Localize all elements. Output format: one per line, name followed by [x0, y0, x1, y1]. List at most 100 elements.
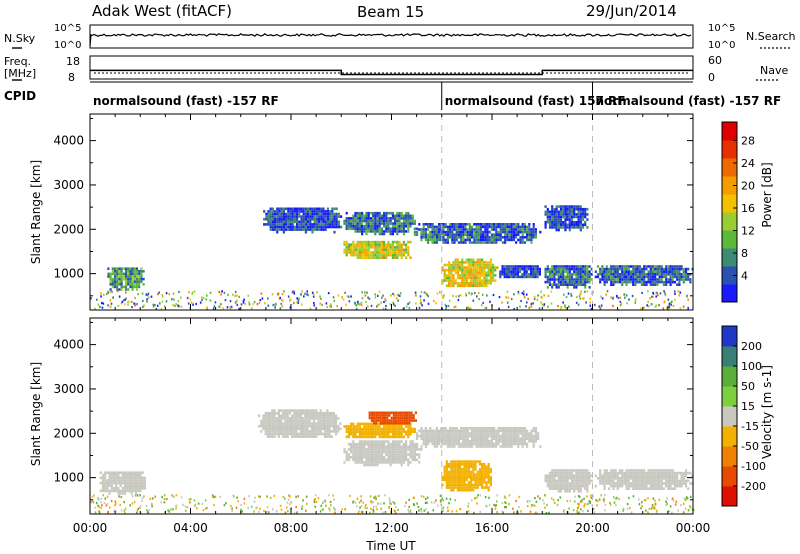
data-cell	[138, 272, 141, 276]
data-cell	[288, 424, 291, 428]
data-cell	[132, 471, 135, 474]
data-cell	[356, 450, 359, 454]
data-cell	[465, 486, 468, 489]
data-cell	[512, 230, 515, 234]
data-cell	[479, 241, 482, 244]
data-cell	[452, 460, 455, 463]
data-cell	[588, 482, 591, 485]
noise-cell	[160, 307, 163, 310]
data-cell	[367, 222, 370, 225]
noise-cell	[358, 303, 360, 306]
data-cell	[570, 273, 574, 276]
data-cell	[612, 267, 615, 271]
data-cell	[610, 265, 613, 268]
data-cell	[486, 427, 489, 430]
data-cell	[570, 471, 574, 475]
data-cell	[445, 478, 448, 482]
data-cell	[131, 283, 134, 286]
data-cell	[555, 487, 558, 490]
data-cell	[387, 248, 390, 252]
data-cell	[479, 432, 482, 435]
data-cell	[354, 435, 357, 439]
data-cell	[477, 233, 480, 236]
data-cell	[379, 416, 382, 420]
data-cell	[313, 419, 316, 423]
data-cell	[413, 227, 416, 231]
noise-cell	[453, 306, 456, 309]
data-cell	[373, 414, 376, 417]
data-cell	[376, 214, 379, 218]
data-cell	[680, 477, 683, 480]
data-cell	[405, 440, 408, 443]
data-cell	[381, 414, 384, 417]
data-cell	[508, 236, 511, 239]
data-cell	[322, 207, 325, 211]
noise-cell	[107, 290, 109, 293]
data-cell	[485, 468, 488, 471]
data-cell	[367, 246, 370, 249]
data-cell	[298, 220, 301, 224]
data-cell	[478, 470, 481, 474]
data-cell	[466, 432, 469, 435]
data-cell	[291, 430, 294, 433]
data-cell	[557, 265, 560, 268]
data-cell	[536, 265, 539, 268]
data-cell	[363, 435, 366, 439]
data-cell	[546, 215, 549, 219]
data-cell	[632, 471, 635, 475]
data-cell	[465, 470, 468, 474]
data-cell	[350, 246, 353, 249]
data-cell	[288, 427, 291, 431]
data-cell	[603, 283, 606, 286]
data-cell	[559, 484, 563, 488]
data-cell	[477, 223, 480, 226]
data-cell	[473, 236, 476, 239]
noise-cell	[467, 306, 469, 309]
data-cell	[504, 223, 507, 226]
data-cell	[376, 240, 379, 244]
data-cell	[495, 238, 498, 242]
noise-cell	[654, 507, 656, 510]
data-cell	[127, 270, 130, 273]
data-cell	[352, 214, 355, 218]
data-cell	[490, 429, 493, 433]
data-cell	[557, 220, 560, 224]
data-cell	[313, 411, 316, 415]
data-cell	[497, 432, 500, 435]
data-cell	[287, 220, 290, 224]
noise-cell	[165, 300, 168, 303]
data-cell	[481, 274, 484, 277]
data-cell	[457, 228, 460, 231]
data-cell	[676, 278, 679, 281]
noise-cell	[541, 296, 543, 299]
noise-cell	[128, 300, 130, 303]
data-cell	[367, 217, 370, 220]
noise-cell	[505, 501, 507, 505]
data-cell	[465, 281, 468, 285]
noise-cell	[341, 508, 343, 511]
data-cell	[369, 455, 372, 459]
noise-cell	[298, 297, 300, 300]
data-cell	[445, 481, 448, 484]
data-cell	[369, 450, 372, 454]
data-cell	[638, 469, 641, 472]
data-cell	[345, 222, 348, 225]
data-cell	[282, 220, 285, 224]
data-cell	[450, 268, 453, 272]
data-cell	[479, 434, 482, 438]
data-cell	[396, 219, 399, 223]
data-cell	[573, 270, 576, 273]
data-cell	[354, 211, 357, 215]
data-cell	[636, 487, 639, 490]
data-cell	[506, 445, 509, 448]
data-cell	[570, 210, 574, 214]
freq-unit-label: [MHz]	[4, 67, 36, 80]
data-cell	[396, 430, 399, 433]
noise-cell	[214, 301, 217, 304]
data-cell	[433, 445, 436, 448]
data-cell	[280, 225, 283, 229]
data-cell	[271, 215, 274, 218]
data-cell	[409, 219, 412, 223]
data-cell	[127, 275, 130, 278]
noise-cell	[666, 307, 668, 310]
